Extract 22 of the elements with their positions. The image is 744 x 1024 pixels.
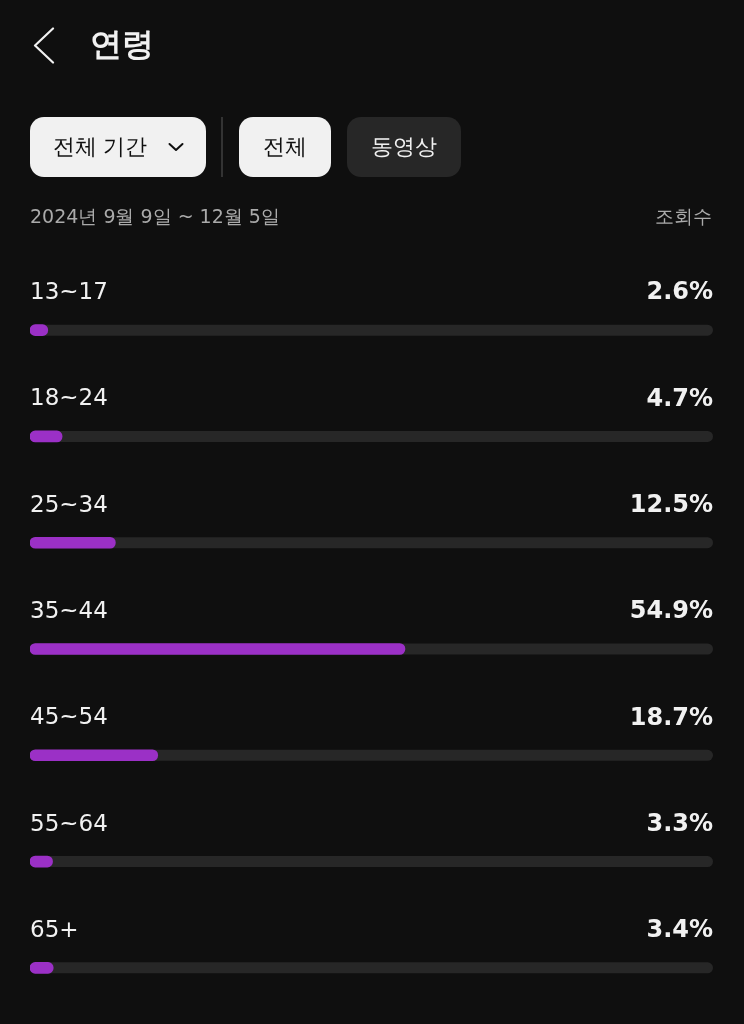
x-axis-title: 조회수 [655,204,712,229]
y-tick-label: 13~17 [30,278,108,305]
y-tick-label: 55~64 [30,809,108,836]
y-tick-label: 18~24 [30,384,108,411]
chart-subtitle: 2024년 9월 9일 ~ 12월 5일 [30,204,280,229]
data-label: 54.9% [629,596,713,625]
y-tick-label: 35~44 [30,596,108,623]
text: 전체 [263,133,307,161]
bar [30,536,116,549]
chart-title: 연령 [90,24,154,65]
data-label: 4.7% [646,383,713,412]
data-label: 3.3% [646,808,713,837]
y-tick-label: 25~34 [30,490,108,517]
data-label: 12.5% [629,489,713,518]
y-tick-label: 45~54 [30,703,108,730]
data-label: 18.7% [629,702,713,731]
bar [30,749,159,762]
data-label: 3.4% [646,915,713,944]
text: 전체 기간 [52,133,148,161]
text: 동영상 [371,133,437,161]
data-label: 2.6% [646,277,713,306]
y-tick-label: 65+ [30,915,79,942]
